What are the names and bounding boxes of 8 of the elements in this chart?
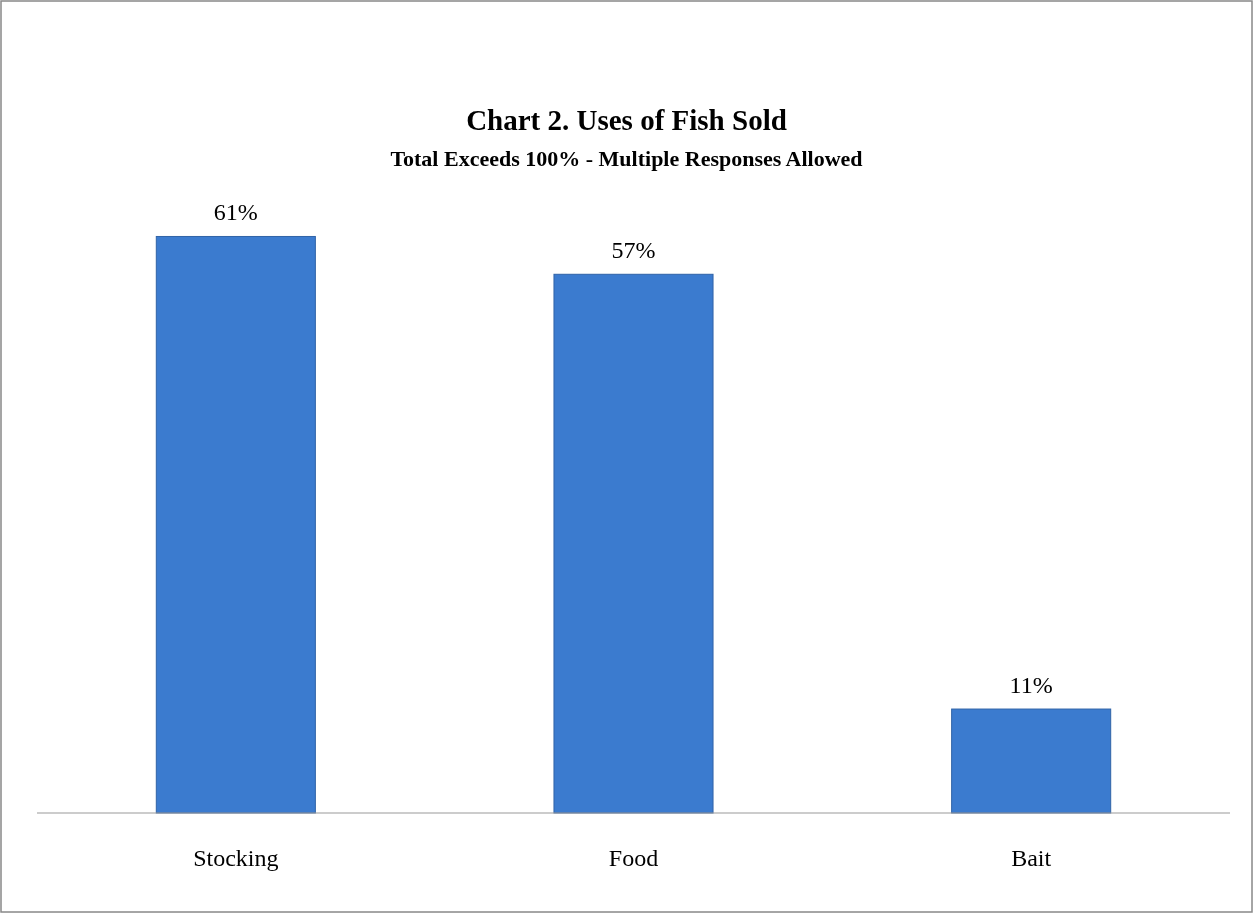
chart-title: Chart 2. Uses of Fish Sold	[466, 104, 787, 136]
data-label: 61%	[213, 199, 258, 226]
x-tick-label: Food	[608, 845, 659, 871]
data-label: 57%	[611, 237, 656, 264]
x-tick-label: Bait	[1011, 845, 1052, 871]
data-label: 11%	[1009, 672, 1053, 699]
chart-subtitle: Total Exceeds 100% - Multiple Responses Allowed	[390, 146, 863, 171]
x-tick-label: Stocking	[193, 845, 279, 871]
